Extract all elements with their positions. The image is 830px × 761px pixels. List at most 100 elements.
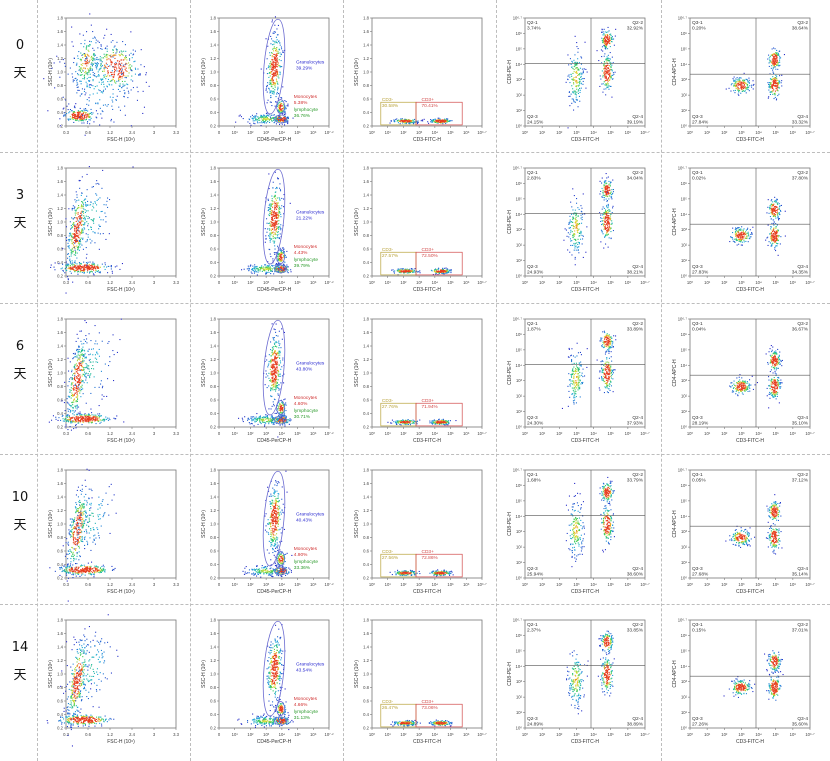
event-dot [575, 98, 577, 100]
event-dot [740, 87, 742, 89]
event-dot [733, 79, 735, 81]
event-dot [279, 110, 281, 112]
event-dot [609, 40, 611, 42]
event-dot [270, 225, 272, 227]
event-dot [123, 85, 125, 87]
event-dot [408, 122, 410, 124]
event-dot [779, 56, 781, 58]
event-dot [86, 86, 88, 88]
event-dot [92, 267, 94, 269]
event-dot [278, 65, 280, 67]
event-dot [771, 60, 773, 62]
event-dot [740, 92, 742, 94]
event-dot [97, 266, 99, 268]
event-dot [102, 70, 104, 72]
event-dot [85, 61, 87, 63]
event-dot [577, 238, 579, 240]
event-dot [605, 180, 607, 182]
event-dot [608, 192, 610, 194]
quadrant-percent: 39.19% [627, 120, 644, 126]
event-dot [604, 44, 606, 46]
event-dot [578, 223, 580, 225]
event-dot [610, 231, 612, 233]
event-dot [83, 116, 85, 118]
event-dot [257, 116, 259, 118]
event-dot [277, 237, 279, 239]
event-dot [90, 117, 92, 119]
event-dot [75, 232, 77, 234]
event-dot [270, 269, 272, 271]
event-dot [76, 229, 78, 231]
event-dot [277, 82, 279, 84]
event-dot [91, 113, 93, 115]
y-tick-label: 10⁰ [516, 124, 523, 129]
event-dot [72, 115, 74, 117]
event-dot [607, 38, 609, 40]
event-dot [270, 83, 272, 85]
y-tick-label: 0.4 [57, 260, 63, 265]
event-dot [77, 207, 79, 209]
event-dot [273, 215, 275, 217]
event-dot [64, 272, 66, 274]
event-dot [76, 268, 78, 270]
event-dot [88, 45, 90, 47]
event-dot [113, 66, 115, 68]
event-dot [78, 239, 80, 241]
event-dot [283, 198, 285, 200]
event-dot [86, 45, 88, 47]
event-dot [139, 73, 141, 75]
event-dot [608, 71, 610, 73]
y-tick-label: 0.4 [363, 110, 369, 115]
event-dot [264, 269, 266, 271]
event-dot [579, 87, 581, 89]
event-dot [608, 30, 610, 32]
event-dot [84, 111, 86, 113]
event-dot [604, 182, 606, 184]
event-dot [110, 41, 112, 43]
event-dot [609, 227, 611, 229]
event-dot [96, 265, 98, 267]
event-dot [106, 59, 108, 61]
event-dot [277, 51, 279, 53]
event-dot [67, 109, 69, 111]
event-dot [444, 122, 446, 124]
event-dot [442, 120, 444, 122]
event-dot [569, 222, 571, 224]
event-dot [603, 42, 605, 44]
event-dot [573, 242, 575, 244]
event-dot [611, 36, 613, 38]
event-dot [125, 77, 127, 79]
event-dot [104, 55, 106, 57]
event-dot [277, 267, 279, 269]
event-dot [283, 113, 285, 115]
event-dot [435, 268, 437, 270]
event-dot [776, 89, 778, 91]
event-dot [271, 79, 273, 81]
event-dot [86, 173, 88, 175]
event-dot [606, 62, 608, 64]
event-dot [280, 112, 282, 114]
event-dot [279, 199, 281, 201]
event-dot [776, 88, 778, 90]
event-dot [573, 233, 575, 235]
event-dot [97, 47, 99, 49]
event-dot [579, 80, 581, 82]
event-dot [276, 217, 278, 219]
event-dot [610, 191, 612, 193]
event-dot [277, 227, 279, 229]
event-dot [286, 271, 288, 273]
event-dot [446, 119, 448, 121]
event-dot [574, 264, 576, 266]
event-dot [256, 118, 258, 120]
event-dot [101, 187, 103, 189]
event-dot [270, 268, 272, 270]
event-dot [74, 225, 76, 227]
event-dot [72, 113, 74, 115]
event-dot [608, 40, 610, 42]
event-dot [774, 82, 776, 84]
event-dot [610, 40, 612, 42]
event-dot [71, 240, 73, 242]
event-dot [115, 99, 117, 101]
event-dot [752, 88, 754, 90]
event-dot [270, 270, 272, 272]
